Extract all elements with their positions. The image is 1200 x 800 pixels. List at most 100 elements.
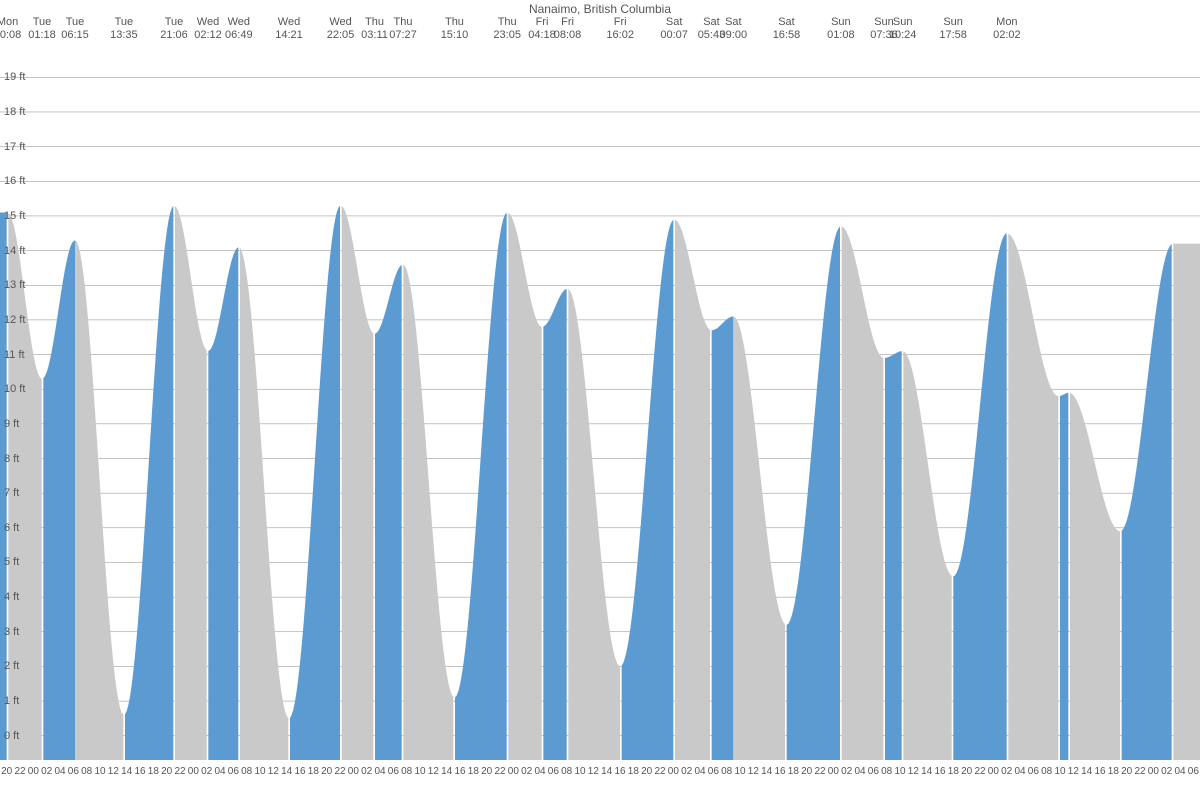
tide-event-label: Thu23:05	[493, 16, 521, 42]
x-tick-label: 22	[654, 766, 665, 777]
tide-event-label: Wed06:49	[225, 16, 253, 42]
x-tick-label: 08	[401, 766, 412, 777]
tide-event-label: Thu03:11	[361, 16, 388, 42]
tide-event-label: Tue06:15	[61, 16, 89, 42]
x-tick-label: 02	[521, 766, 532, 777]
tide-event-label: Sat09:00	[720, 16, 748, 42]
x-tick-label: 00	[988, 766, 999, 777]
x-tick-label: 14	[601, 766, 612, 777]
y-tick-label: 6 ft	[4, 522, 19, 534]
x-tick-label: 20	[801, 766, 812, 777]
x-tick-label: 22	[494, 766, 505, 777]
x-tick-label: 20	[481, 766, 492, 777]
y-tick-label: 14 ft	[4, 245, 25, 257]
tide-event-label: Mon20:08	[0, 16, 21, 42]
x-tick-label: 10	[254, 766, 265, 777]
x-tick-label: 16	[614, 766, 625, 777]
x-tick-label: 20	[1121, 766, 1132, 777]
x-tick-label: 04	[374, 766, 385, 777]
x-tick-label: 18	[1108, 766, 1119, 777]
x-tick-label: 02	[361, 766, 372, 777]
x-tick-label: 10	[734, 766, 745, 777]
y-tick-label: 5 ft	[4, 556, 19, 568]
x-tick-label: 10	[414, 766, 425, 777]
tide-event-label: Fri08:08	[554, 16, 582, 42]
x-tick-label: 10	[574, 766, 585, 777]
x-tick-label: 20	[161, 766, 172, 777]
x-tick-label: 00	[1148, 766, 1159, 777]
x-tick-label: 12	[1068, 766, 1079, 777]
x-tick-label: 22	[14, 766, 25, 777]
x-tick-label: 02	[681, 766, 692, 777]
x-tick-label: 08	[561, 766, 572, 777]
x-tick-label: 06	[708, 766, 719, 777]
x-tick-label: 22	[334, 766, 345, 777]
tide-event-label: Thu07:27	[389, 16, 417, 42]
x-tick-label: 06	[228, 766, 239, 777]
x-tick-label: 18	[148, 766, 159, 777]
x-tick-label: 06	[1188, 766, 1199, 777]
tide-event-label: Thu15:10	[441, 16, 469, 42]
x-tick-label: 18	[468, 766, 479, 777]
tide-event-label: Fri04:18	[528, 16, 556, 42]
x-tick-label: 12	[268, 766, 279, 777]
x-tick-label: 02	[41, 766, 52, 777]
x-tick-label: 20	[641, 766, 652, 777]
x-tick-label: 18	[948, 766, 959, 777]
tide-event-label: Sun01:08	[827, 16, 855, 42]
x-tick-label: 16	[134, 766, 145, 777]
x-tick-label: 08	[81, 766, 92, 777]
x-tick-label: 12	[588, 766, 599, 777]
tide-event-label: Sun17:58	[939, 16, 967, 42]
x-tick-label: 06	[548, 766, 559, 777]
tide-event-label: Tue21:06	[160, 16, 188, 42]
x-tick-label: 14	[121, 766, 132, 777]
x-tick-label: 02	[201, 766, 212, 777]
x-tick-label: 06	[68, 766, 79, 777]
x-tick-label: 14	[281, 766, 292, 777]
x-tick-label: 00	[348, 766, 359, 777]
x-tick-label: 18	[788, 766, 799, 777]
y-tick-label: 13 ft	[4, 279, 25, 291]
x-tick-label: 04	[214, 766, 225, 777]
x-tick-label: 08	[721, 766, 732, 777]
tide-event-label: Fri16:02	[606, 16, 634, 42]
x-tick-label: 04	[1174, 766, 1185, 777]
x-tick-label: 20	[1, 766, 12, 777]
x-tick-label: 06	[1028, 766, 1039, 777]
y-tick-label: 4 ft	[4, 591, 19, 603]
y-tick-label: 2 ft	[4, 660, 19, 672]
y-tick-label: 8 ft	[4, 453, 19, 465]
tide-event-label: Wed14:21	[275, 16, 303, 42]
x-tick-label: 16	[454, 766, 465, 777]
x-tick-label: 02	[1001, 766, 1012, 777]
x-tick-label: 12	[108, 766, 119, 777]
x-tick-label: 22	[814, 766, 825, 777]
y-tick-label: 18 ft	[4, 106, 25, 118]
x-tick-label: 14	[761, 766, 772, 777]
y-tick-label: 16 ft	[4, 175, 25, 187]
x-tick-label: 12	[428, 766, 439, 777]
x-tick-label: 08	[881, 766, 892, 777]
x-tick-label: 14	[1081, 766, 1092, 777]
x-tick-label: 10	[94, 766, 105, 777]
x-tick-label: 16	[774, 766, 785, 777]
x-tick-label: 00	[828, 766, 839, 777]
tide-event-label: Sun10:24	[889, 16, 917, 42]
y-tick-label: 17 ft	[4, 141, 25, 153]
x-tick-label: 18	[308, 766, 319, 777]
y-tick-label: 15 ft	[4, 210, 25, 222]
x-tick-label: 20	[321, 766, 332, 777]
tide-event-label: Wed02:12	[194, 16, 222, 42]
y-tick-label: 12 ft	[4, 314, 25, 326]
tide-event-label: Wed22:05	[327, 16, 355, 42]
x-tick-label: 06	[868, 766, 879, 777]
x-tick-label: 06	[388, 766, 399, 777]
x-tick-label: 00	[28, 766, 39, 777]
x-tick-label: 04	[534, 766, 545, 777]
x-tick-label: 10	[1054, 766, 1065, 777]
chart-svg	[0, 0, 1200, 800]
y-tick-label: 11 ft	[4, 349, 25, 361]
x-tick-label: 12	[748, 766, 759, 777]
x-tick-label: 04	[854, 766, 865, 777]
